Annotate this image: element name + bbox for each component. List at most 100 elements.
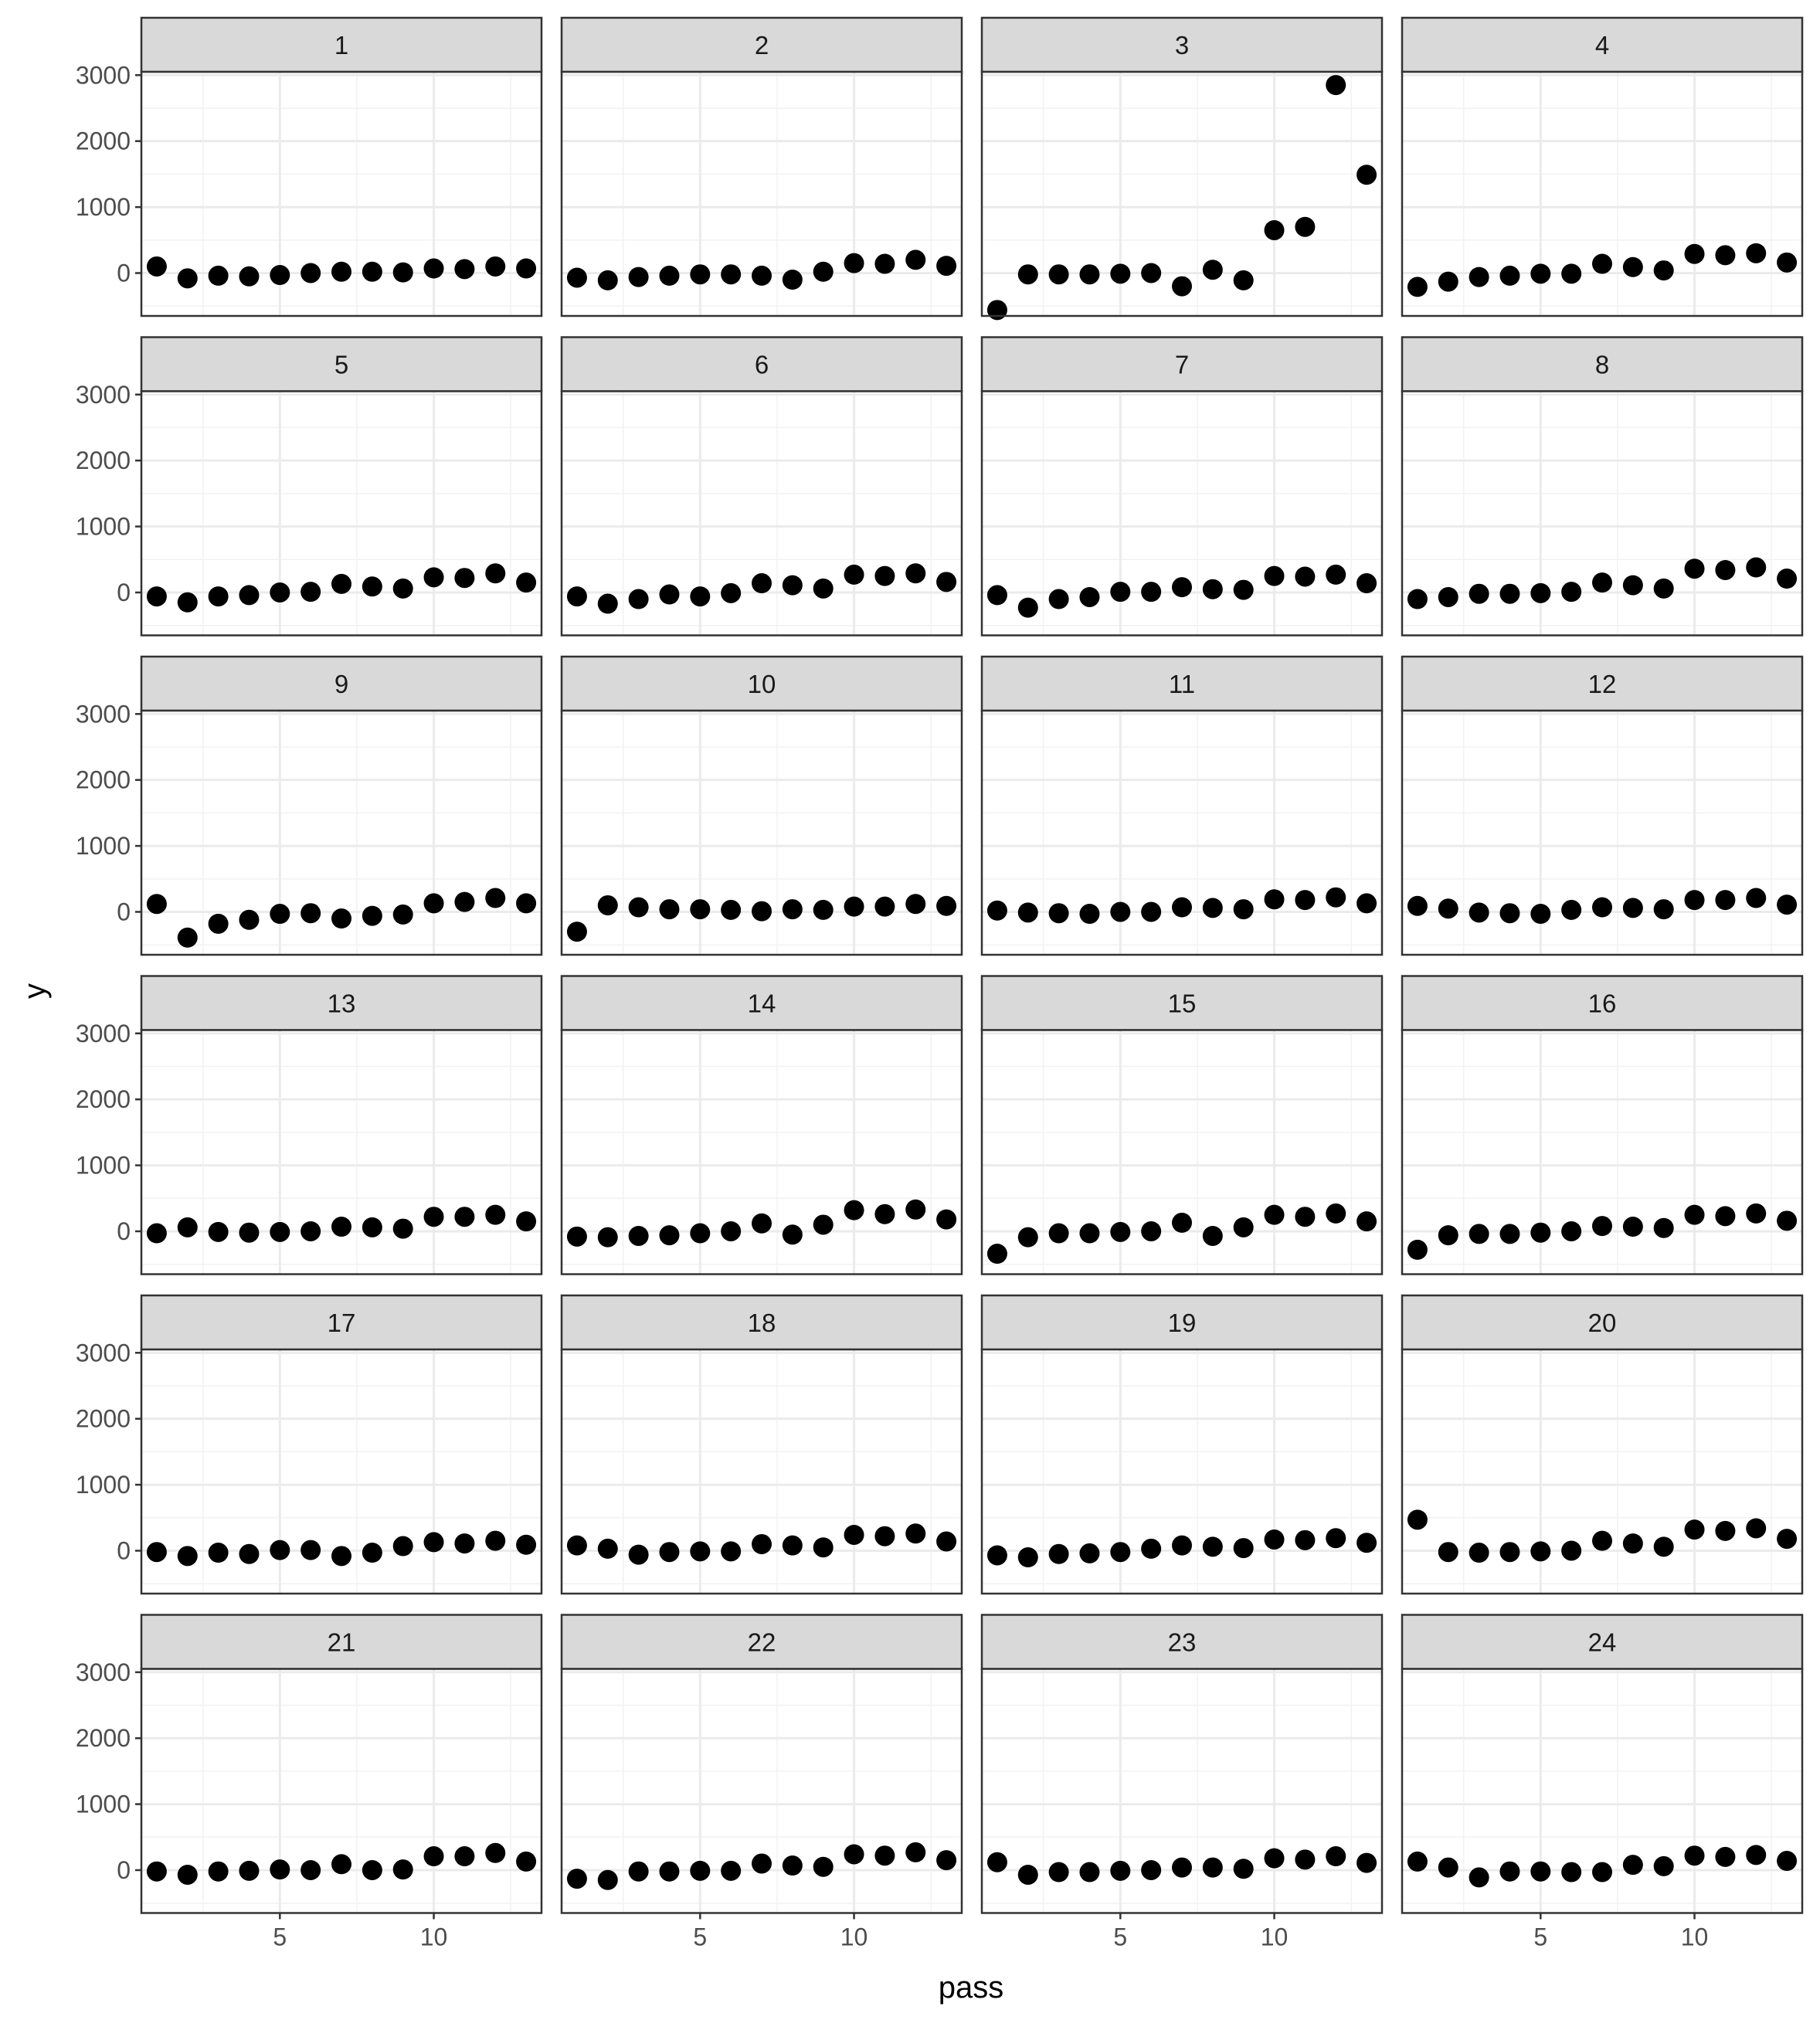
data-point bbox=[423, 1532, 444, 1553]
data-point bbox=[1715, 1520, 1736, 1541]
data-point bbox=[721, 899, 742, 920]
data-point bbox=[782, 270, 803, 290]
panel-border bbox=[140, 1668, 543, 1914]
facet-panel-23: 23 bbox=[980, 1614, 1384, 1914]
x-tick-label: 5 bbox=[693, 1923, 707, 1951]
data-point bbox=[331, 573, 351, 594]
facet-panel-24: 24 bbox=[1401, 1614, 1804, 1914]
data-point bbox=[1141, 1538, 1162, 1559]
panel-background bbox=[982, 1030, 1382, 1275]
data-point bbox=[628, 589, 649, 609]
data-point bbox=[1715, 890, 1736, 911]
y-tick-label: 2000 bbox=[76, 1085, 131, 1113]
facet-panel-17: 17 bbox=[140, 1294, 543, 1595]
data-point bbox=[844, 1844, 864, 1865]
data-point bbox=[1530, 582, 1551, 603]
data-point bbox=[301, 1220, 321, 1241]
facet-strip bbox=[980, 336, 1384, 392]
data-point bbox=[1110, 582, 1131, 603]
data-point bbox=[1592, 897, 1612, 918]
data-point bbox=[566, 1869, 587, 1889]
data-point bbox=[1777, 252, 1798, 273]
data-point bbox=[1264, 565, 1285, 586]
y-tick-label: 3000 bbox=[76, 61, 131, 89]
panel-background bbox=[1402, 391, 1802, 636]
data-point bbox=[270, 1859, 290, 1880]
facet-strip-label: 18 bbox=[748, 1309, 776, 1337]
data-point bbox=[905, 894, 926, 915]
y-tick-label: 0 bbox=[117, 1856, 131, 1884]
data-point bbox=[454, 1846, 475, 1867]
data-point bbox=[986, 585, 1007, 606]
data-point bbox=[1592, 253, 1612, 274]
panel-background bbox=[141, 391, 542, 636]
data-point bbox=[874, 1845, 895, 1866]
data-point bbox=[1079, 586, 1100, 607]
data-point bbox=[782, 1224, 803, 1245]
panel-border bbox=[140, 1348, 543, 1595]
data-point bbox=[1499, 265, 1520, 286]
y-tick-label: 3000 bbox=[76, 1658, 131, 1686]
y-tick-label: 3000 bbox=[76, 700, 131, 728]
y-axis-title: y bbox=[18, 983, 52, 999]
facet-panel-12: 12 bbox=[1401, 655, 1804, 956]
panel-background bbox=[1402, 72, 1802, 316]
facet-panel-13: 13 bbox=[140, 975, 543, 1275]
panel-border bbox=[1401, 1668, 1804, 1914]
data-point bbox=[331, 1854, 351, 1875]
facet-strip bbox=[560, 1294, 963, 1351]
data-point bbox=[146, 1542, 167, 1563]
data-point bbox=[1777, 895, 1798, 915]
panel-border bbox=[140, 390, 543, 637]
data-point bbox=[1469, 267, 1489, 287]
data-point bbox=[1407, 277, 1428, 297]
data-point bbox=[485, 888, 506, 908]
data-point bbox=[874, 1204, 895, 1224]
data-point bbox=[1202, 1857, 1223, 1878]
facet-strip-label: 8 bbox=[1595, 351, 1609, 379]
data-point bbox=[566, 1535, 587, 1556]
data-point bbox=[813, 261, 834, 282]
data-point bbox=[1017, 264, 1038, 285]
data-point bbox=[331, 1217, 351, 1237]
data-point bbox=[239, 266, 260, 287]
data-point bbox=[208, 1543, 229, 1563]
data-point bbox=[239, 1222, 260, 1243]
data-point bbox=[813, 1214, 834, 1235]
panel-border bbox=[560, 1348, 963, 1595]
data-point bbox=[659, 265, 680, 286]
data-point bbox=[874, 896, 895, 917]
data-point bbox=[301, 1540, 321, 1560]
data-point bbox=[1172, 1212, 1192, 1233]
data-point bbox=[1561, 899, 1582, 920]
facet-strip-label: 10 bbox=[748, 670, 776, 698]
data-point bbox=[1622, 1533, 1643, 1554]
data-point bbox=[844, 896, 864, 917]
data-point bbox=[628, 897, 649, 918]
data-point bbox=[721, 582, 742, 603]
data-point bbox=[628, 1225, 649, 1246]
data-point bbox=[1438, 271, 1458, 292]
data-point bbox=[1295, 1207, 1316, 1227]
panel-border bbox=[980, 1668, 1384, 1914]
data-point bbox=[485, 1842, 506, 1863]
data-point bbox=[1653, 1217, 1674, 1238]
facet-strip bbox=[140, 336, 543, 392]
data-point bbox=[1357, 1211, 1377, 1232]
data-point bbox=[485, 256, 506, 277]
data-point bbox=[177, 1864, 198, 1885]
facet-panel-18: 18 bbox=[560, 1294, 963, 1595]
data-point bbox=[844, 1200, 864, 1220]
data-point bbox=[659, 1542, 680, 1563]
data-point bbox=[516, 572, 537, 593]
data-point bbox=[936, 1209, 957, 1230]
data-point bbox=[1777, 1210, 1798, 1231]
data-point bbox=[1264, 1204, 1285, 1225]
data-point bbox=[1326, 1203, 1346, 1224]
data-point bbox=[721, 264, 742, 285]
data-point bbox=[1653, 899, 1674, 920]
data-point bbox=[1017, 902, 1038, 923]
data-point bbox=[1653, 1855, 1674, 1876]
y-tick-label: 2000 bbox=[76, 127, 131, 155]
